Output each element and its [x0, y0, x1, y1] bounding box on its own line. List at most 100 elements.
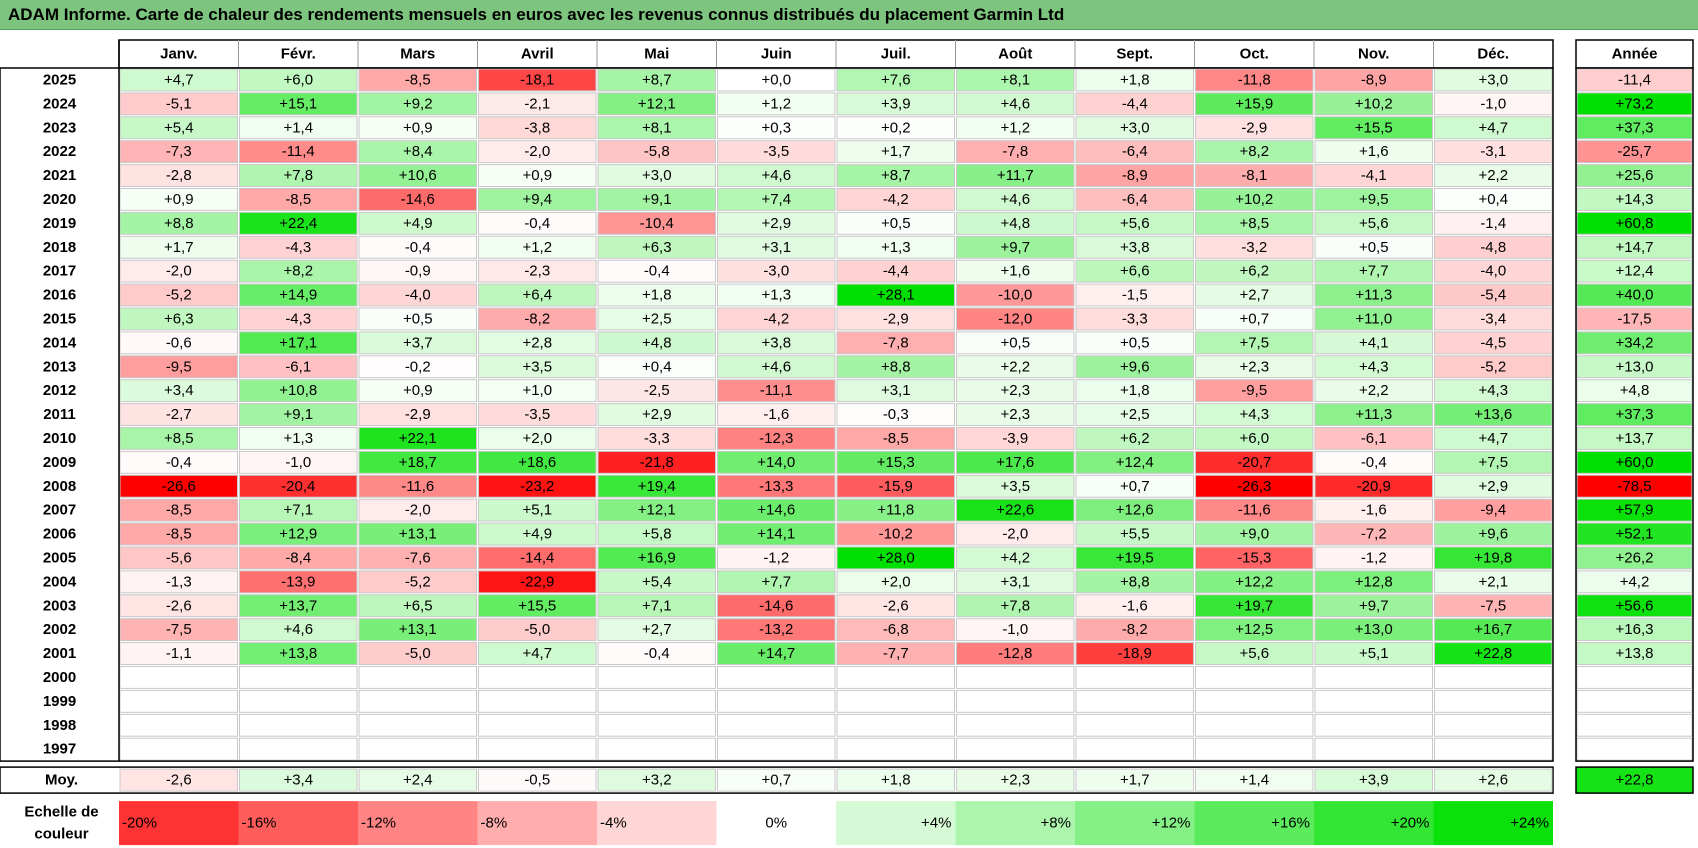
heatmap-cell	[597, 140, 716, 164]
cell-value: +0,7	[1120, 478, 1150, 495]
heatmap-cell	[597, 259, 716, 283]
cell-value: -5,4	[1480, 287, 1506, 304]
cell-value: -2,0	[405, 502, 431, 519]
heatmap-cell	[119, 140, 238, 164]
heatmap-cell	[358, 188, 477, 211]
heatmap-cell	[478, 379, 597, 403]
cell-value: -2,6	[883, 597, 909, 614]
heatmap-cell	[478, 737, 597, 761]
heatmap-cell	[717, 689, 836, 713]
heatmap-cell	[1075, 331, 1194, 355]
heatmap-cell	[956, 92, 1075, 116]
heatmap-cell	[836, 355, 955, 379]
cell-value: +2,9	[1478, 478, 1508, 495]
heatmap-cell	[836, 403, 955, 427]
heatmap-cell	[358, 618, 477, 642]
year-label: 2017	[43, 263, 76, 280]
cell-value: +5,6	[1239, 645, 1269, 662]
heatmap-cell	[239, 140, 358, 164]
cell-value: +22,1	[399, 430, 437, 447]
cell-value: +5,4	[642, 573, 672, 590]
annual-value: +14,7	[1616, 239, 1654, 256]
average-cell	[239, 768, 358, 792]
cell-value: +4,3	[1478, 382, 1508, 399]
annual-cell	[1576, 188, 1693, 211]
heatmap-cell	[717, 331, 836, 355]
color-scale-stop: 0%	[765, 815, 787, 832]
cell-value: +3,1	[881, 382, 911, 399]
cell-value: -7,3	[166, 143, 192, 160]
heatmap-cell	[358, 689, 477, 713]
heatmap-cell	[1434, 283, 1553, 307]
heatmap-cell	[239, 618, 358, 642]
heatmap-cell	[119, 498, 238, 522]
year-label: 2013	[43, 358, 76, 375]
heatmap-cell	[478, 403, 597, 427]
cell-value: -8,5	[285, 191, 311, 208]
heatmap-cell	[1434, 713, 1553, 737]
heatmap-cell	[478, 235, 597, 259]
heatmap-cell	[1075, 259, 1194, 283]
cell-value: +22,4	[279, 215, 317, 232]
cell-value: +4,9	[403, 215, 433, 232]
heatmap-cell	[239, 713, 358, 737]
average-value: +1,4	[1239, 772, 1269, 789]
cell-value: +2,7	[642, 621, 672, 638]
average-label: Moy.	[45, 772, 78, 789]
heatmap-cell	[358, 355, 477, 379]
annual-value: +40,0	[1616, 287, 1654, 304]
heatmap-cell	[1314, 570, 1433, 594]
heatmap-cell	[1195, 140, 1314, 164]
cell-value: +12,1	[638, 95, 676, 112]
heatmap-cell	[478, 283, 597, 307]
heatmap-cell	[836, 116, 955, 140]
heatmap-cell	[1314, 283, 1433, 307]
cell-value: +6,6	[1120, 263, 1150, 280]
average-cell	[956, 768, 1075, 792]
heatmap-cell	[717, 427, 836, 450]
heatmap-cell	[1314, 116, 1433, 140]
heatmap-cell	[239, 235, 358, 259]
heatmap-cell	[1434, 259, 1553, 283]
heatmap-cell	[1075, 474, 1194, 498]
cell-value: +0,7	[1239, 310, 1269, 327]
cell-value: -2,0	[1002, 526, 1028, 543]
heatmap-cell	[239, 211, 358, 235]
color-scale-stop: -16%	[242, 815, 277, 832]
color-scale-swatch	[716, 801, 836, 846]
cell-value: +1,8	[1120, 382, 1150, 399]
heatmap-cell	[478, 140, 597, 164]
average-value: +3,2	[642, 772, 672, 789]
heatmap-cell	[1314, 355, 1433, 379]
cell-value: -2,6	[166, 597, 192, 614]
heatmap-cell	[239, 307, 358, 331]
heatmap-cell	[239, 498, 358, 522]
heatmap-cell	[597, 235, 716, 259]
heatmap-cell	[956, 164, 1075, 188]
heatmap-cell	[119, 427, 238, 450]
heatmap-cell	[956, 331, 1075, 355]
cell-value: -0,4	[644, 645, 670, 662]
cell-value: +18,6	[518, 454, 556, 471]
heatmap-cell	[358, 737, 477, 761]
heatmap-cell	[478, 307, 597, 331]
heatmap-cell	[597, 211, 716, 235]
heatmap-cell	[956, 498, 1075, 522]
cell-value: +6,0	[1239, 430, 1269, 447]
color-scale-stop: +24%	[1510, 815, 1549, 832]
year-label: 2000	[43, 669, 76, 686]
heatmap-cell	[1314, 403, 1433, 427]
cell-value: +17,6	[996, 454, 1034, 471]
cell-value: +0,9	[164, 191, 194, 208]
annual-cell	[1576, 92, 1693, 116]
cell-value: -10,4	[640, 215, 674, 232]
cell-value: +3,8	[761, 334, 791, 351]
month-header: Juil.	[881, 46, 911, 63]
heatmap-cell	[478, 116, 597, 140]
annual-cell	[1576, 618, 1693, 642]
heatmap-cell	[478, 689, 597, 713]
heatmap-cell	[717, 188, 836, 211]
cell-value: +1,4	[283, 119, 313, 136]
cell-value: -7,7	[883, 645, 909, 662]
cell-value: -5,6	[166, 549, 192, 566]
